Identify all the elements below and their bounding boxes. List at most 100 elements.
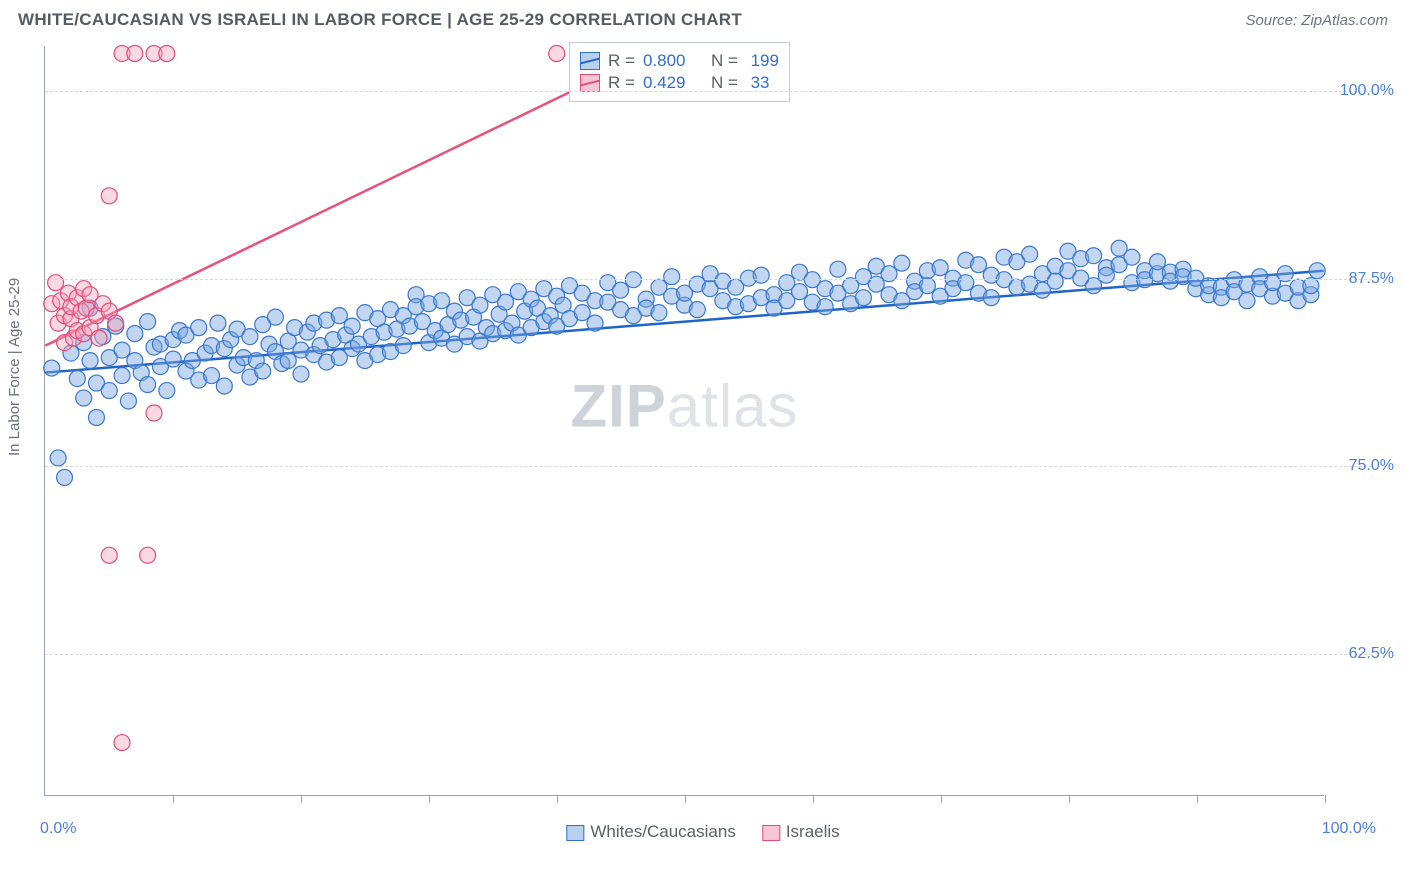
data-point [498,294,514,310]
data-point [1047,273,1063,289]
data-point [1309,263,1325,279]
x-tick [1325,795,1326,803]
data-point [255,363,271,379]
data-point [114,368,130,384]
data-point [894,255,910,271]
data-point [434,293,450,309]
source-attribution: Source: ZipAtlas.com [1245,12,1388,29]
stats-legend-row: R =0.800 N = 199 [580,51,779,71]
stats-legend-row: R = 0.429 N = 33 [580,73,779,93]
data-point [293,366,309,382]
data-point [108,315,124,331]
data-point [280,353,296,369]
data-point [69,371,85,387]
data-point [958,275,974,291]
data-point [114,735,130,751]
data-point [830,261,846,277]
data-point [549,46,565,62]
data-point [1149,254,1165,270]
x-tick [813,795,814,803]
x-tick [685,795,686,803]
data-point [574,305,590,321]
data-point [140,547,156,563]
x-tick [1069,795,1070,803]
y-tick-label: 75.0% [1349,457,1394,475]
chart-container: In Labor Force | Age 25-29 ZIPatlas R =0… [0,36,1406,846]
data-point [1086,248,1102,264]
data-point [1086,278,1102,294]
data-point [191,320,207,336]
stat-R-value: 0.800 [643,51,686,71]
stat-N-label: N = [711,73,738,93]
data-point [159,383,175,399]
bottom-legend-item: Whites/Caucasians [566,822,736,842]
data-point [919,278,935,294]
data-point [855,290,871,306]
data-point [613,282,629,298]
plot-svg [45,46,1324,795]
legend-label: Whites/Caucasians [590,822,736,841]
stat-N-value: 33 [746,73,770,93]
data-point [88,410,104,426]
data-point [1022,246,1038,262]
x-tick [557,795,558,803]
data-point [165,351,181,367]
data-point [127,46,143,62]
data-point [146,405,162,421]
data-point [114,342,130,358]
data-point [140,377,156,393]
data-point [140,314,156,330]
legend-swatch [580,52,600,70]
data-point [44,360,60,376]
x-tick [301,795,302,803]
data-point [472,297,488,313]
x-tick [941,795,942,803]
data-point [651,305,667,321]
grid-line [45,466,1372,467]
data-point [216,378,232,394]
legend-label: Israelis [786,822,840,841]
data-point [204,368,220,384]
data-point [101,188,117,204]
data-point [587,315,603,331]
data-point [817,299,833,315]
data-point [1098,267,1114,283]
stat-N-label: N = [711,51,738,71]
data-point [76,390,92,406]
data-point [395,338,411,354]
data-point [48,275,64,291]
legend-swatch [566,825,584,841]
y-tick-label: 87.5% [1349,270,1394,288]
stat-R-value: 0.429 [643,73,686,93]
data-point [127,326,143,342]
grid-line [45,654,1372,655]
data-point [91,330,107,346]
data-point [689,302,705,318]
x-axis-max-label: 100.0% [1322,820,1376,838]
data-point [932,260,948,276]
y-tick-label: 62.5% [1349,645,1394,663]
data-point [101,383,117,399]
data-point [57,469,73,485]
bottom-legend: Whites/Caucasians Israelis [566,822,839,842]
data-point [792,284,808,300]
legend-swatch [580,74,600,92]
data-point [120,393,136,409]
data-point [242,329,258,345]
data-point [664,269,680,285]
x-tick [429,795,430,803]
data-point [1124,249,1140,265]
x-tick [173,795,174,803]
stat-R-label: R = [608,51,635,71]
chart-title: WHITE/CAUCASIAN VS ISRAELI IN LABOR FORC… [18,10,742,30]
legend-swatch [762,825,780,841]
data-point [159,46,175,62]
title-bar: WHITE/CAUCASIAN VS ISRAELI IN LABOR FORC… [0,0,1406,36]
data-point [101,547,117,563]
x-tick [1197,795,1198,803]
stat-R-label: R = [608,73,635,93]
x-axis-min-label: 0.0% [40,820,76,838]
data-point [983,290,999,306]
plot-area: ZIPatlas R =0.800 N = 199R =0.429 N = 33… [44,46,1324,796]
data-point [1239,293,1255,309]
